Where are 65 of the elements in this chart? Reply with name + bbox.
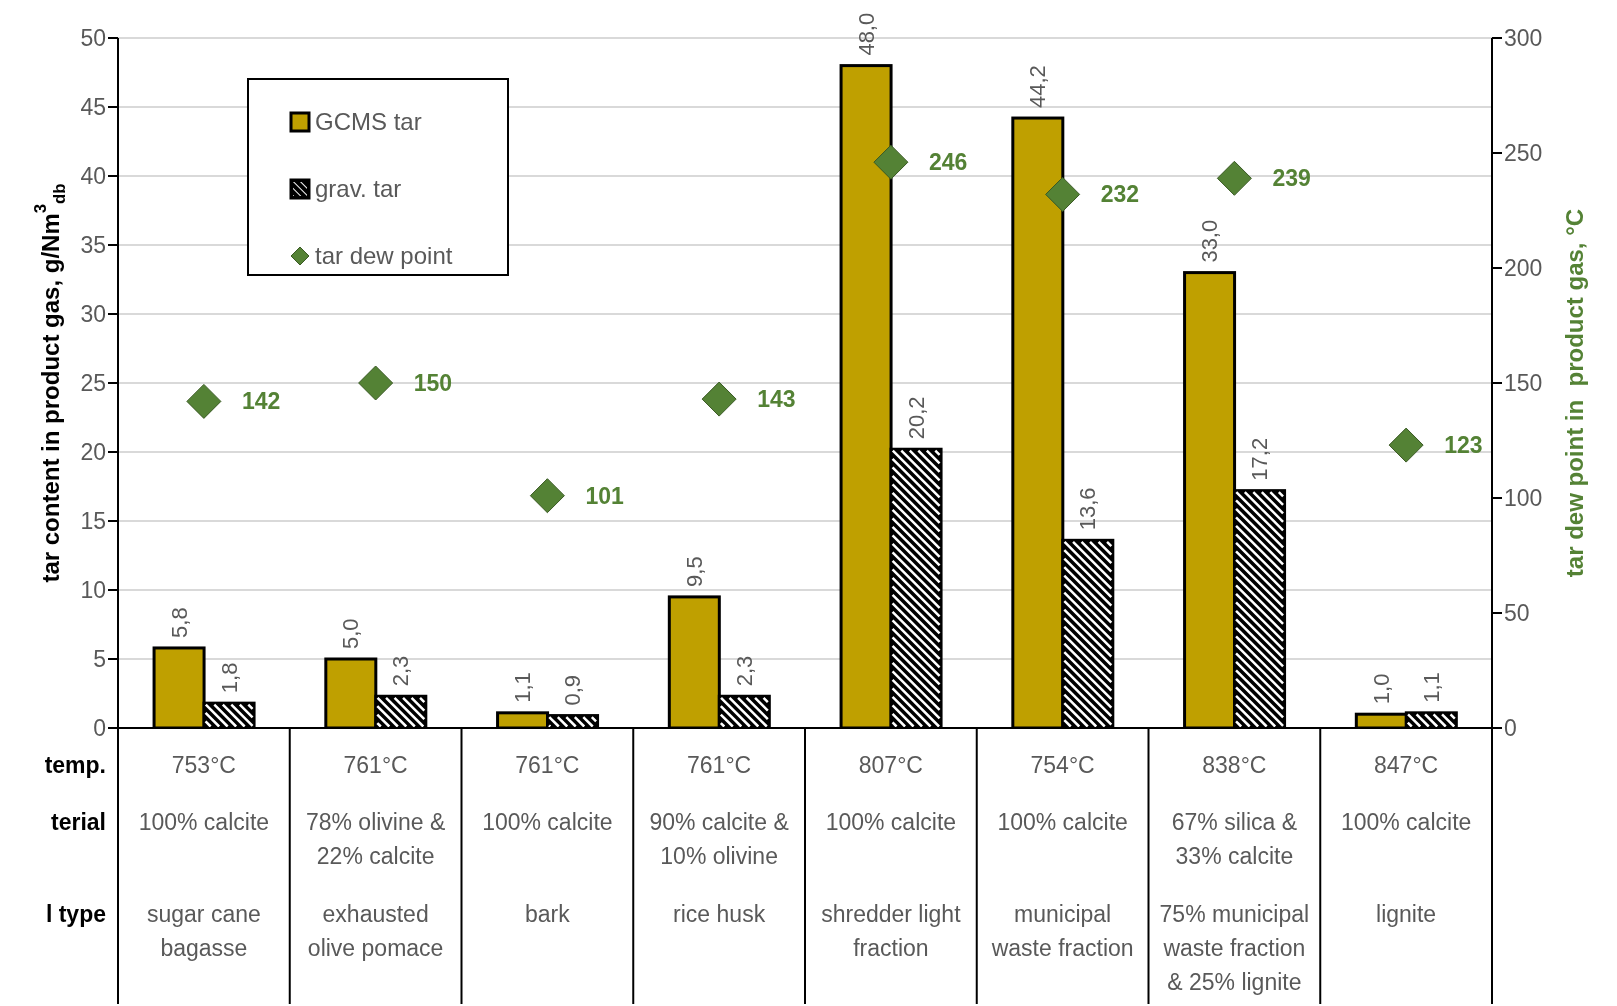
point bbox=[873, 144, 909, 180]
data-label: 1,1 bbox=[510, 672, 536, 703]
category-label: 761°C 90% calcite & 10% olivine rice husk bbox=[649, 752, 789, 927]
legend-label: tar dew point bbox=[315, 241, 453, 270]
data-label: 232 bbox=[1100, 181, 1139, 208]
point bbox=[1388, 427, 1424, 463]
data-label: 44,2 bbox=[1025, 65, 1051, 109]
data-label: 17,2 bbox=[1247, 437, 1273, 481]
data-label: 142 bbox=[241, 388, 281, 415]
y-tick-label: 50 bbox=[80, 25, 106, 52]
y-tick-label: 35 bbox=[80, 232, 106, 259]
category-label: 761°C 78% olivine & 22% calcite exhausted olive pomace bbox=[305, 752, 446, 961]
data-label: 150 bbox=[413, 370, 452, 396]
data-label: 5,8 bbox=[166, 607, 192, 638]
y-tick-label: 20 bbox=[80, 439, 106, 466]
category-label: 754°C 100% calcite municipal waste fraction bbox=[991, 752, 1134, 961]
data-label: 20,2 bbox=[903, 396, 929, 440]
y2-tick-label: 300 bbox=[1504, 25, 1543, 52]
y-tick-label: 10 bbox=[80, 577, 106, 604]
text: temp. bbox=[44, 752, 106, 778]
data-label: 143 bbox=[757, 386, 796, 413]
y-tick-label: 30 bbox=[80, 301, 106, 328]
y2-tick-label: 250 bbox=[1504, 140, 1543, 167]
data-label: 123 bbox=[1444, 432, 1483, 459]
y-tick-label: 15 bbox=[80, 508, 106, 535]
text: terial bbox=[51, 809, 106, 835]
y-tick-label: 45 bbox=[80, 94, 106, 121]
category-label: 753°C 100% calcite sugar cane bagasse bbox=[138, 752, 270, 961]
data-label: 1,8 bbox=[216, 662, 242, 694]
y2-tick-label: 0 bbox=[1504, 715, 1517, 742]
data-label: 2,3 bbox=[388, 655, 414, 687]
y2-tick-label: 150 bbox=[1504, 370, 1543, 397]
data-label: 246 bbox=[928, 149, 968, 176]
category-label: 807°C 100% calcite shredder light fraction bbox=[821, 752, 961, 961]
data-label: 5,0 bbox=[338, 618, 364, 649]
y2-tick-label: 200 bbox=[1504, 255, 1543, 282]
point bbox=[186, 383, 222, 419]
data-label: 33,0 bbox=[1197, 219, 1223, 263]
category-label: 761°C 100% calcite bark bbox=[482, 752, 613, 927]
data-label: 1,1 bbox=[1418, 672, 1444, 703]
y2-tick-label: 100 bbox=[1504, 485, 1543, 512]
data-label: 101 bbox=[585, 482, 624, 509]
y-tick-label: 0 bbox=[93, 715, 106, 742]
point bbox=[1045, 176, 1081, 212]
data-label: 0,9 bbox=[560, 674, 586, 706]
data-label: 9,5 bbox=[681, 556, 707, 587]
y-tick-label: 25 bbox=[80, 370, 106, 397]
y-tick-label: 5 bbox=[93, 646, 106, 673]
y2-axis-title: tar dew point in product gas, °C bbox=[1560, 208, 1588, 578]
data-label: 1,0 bbox=[1368, 673, 1394, 705]
y2-tick-label: 50 bbox=[1504, 600, 1530, 627]
text: l type bbox=[45, 901, 106, 927]
category-label: 838°C 67% silica & 33% calcite 75% municipal waste fraction & 25% lignite bbox=[1159, 752, 1310, 995]
data-label: 239 bbox=[1272, 165, 1311, 192]
data-label: 48,0 bbox=[853, 12, 879, 56]
legend-label: GCMS tar bbox=[315, 107, 422, 136]
y-tick-label: 40 bbox=[80, 163, 106, 190]
point bbox=[1216, 160, 1252, 196]
point bbox=[701, 381, 737, 417]
category-label: 847°C 100% calcite lignite bbox=[1340, 752, 1472, 927]
data-label: 2,3 bbox=[731, 655, 757, 687]
point bbox=[358, 365, 394, 401]
legend-label: grav. tar bbox=[315, 174, 402, 203]
data-label: 13,6 bbox=[1075, 487, 1101, 531]
point bbox=[529, 478, 565, 514]
